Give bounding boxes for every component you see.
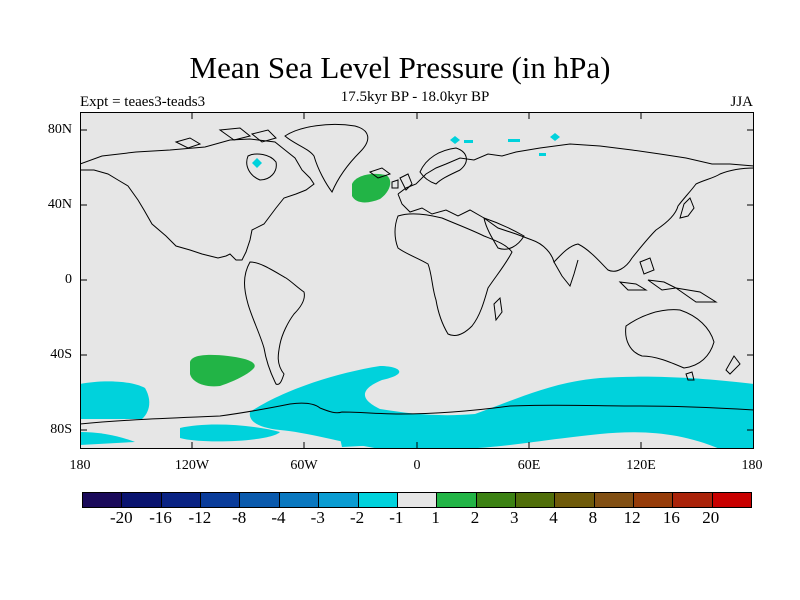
lon-label-120e: 120E (626, 458, 656, 473)
season-label: JJA (730, 94, 753, 110)
map-panel (80, 112, 754, 449)
colorbar-label: 12 (623, 508, 641, 527)
lon-label-180e: 180 (741, 458, 763, 473)
colorbar-label: 20 (702, 508, 720, 527)
chart-subtitle: 17.5kyr BP - 18.0kyr BP (340, 89, 490, 105)
colorbar-cell (397, 493, 438, 507)
colorbar-cell (673, 493, 713, 507)
lat-label-0: 0 (65, 272, 72, 287)
colorbar-label: -16 (149, 508, 172, 527)
colorbar-label: 4 (549, 508, 558, 527)
colorbar-cell (594, 493, 635, 507)
colorbar-cell (201, 493, 241, 507)
colorbar-cell (437, 493, 477, 507)
colorbar-cell (515, 493, 556, 507)
colorbar-cell (712, 493, 752, 507)
colorbar-cell (358, 493, 398, 507)
lat-label-40s: 40S (50, 347, 72, 362)
axis-ticks (80, 112, 754, 449)
colorbar-cell (161, 493, 202, 507)
colorbar-cell (279, 493, 320, 507)
colorbar-label: -4 (271, 508, 286, 527)
lon-label-60e: 60E (517, 458, 541, 473)
colorbar-label: -20 (109, 508, 133, 527)
coastlines (80, 123, 754, 425)
lon-label-180w: 180 (69, 458, 91, 473)
chart-title: Mean Sea Level Pressure (in hPa) (189, 50, 611, 85)
colorbar-label: -3 (310, 508, 325, 527)
colorbar-label: -8 (232, 508, 247, 527)
colorbar-cell (122, 493, 162, 507)
colorbar-cell (83, 493, 123, 507)
colorbar-cell (476, 493, 516, 507)
positive-anomaly-regions (190, 173, 391, 387)
lon-label-0: 0 (413, 458, 421, 473)
lon-label-60w: 60W (290, 458, 318, 473)
colorbar-cell (240, 493, 280, 507)
lat-label-40n: 40N (47, 197, 72, 212)
colorbar-label: 8 (588, 508, 598, 527)
colorbar-label: 2 (470, 508, 480, 527)
colorbar-cell (634, 493, 674, 507)
colorbar-label: 3 (509, 508, 519, 527)
colorbar-cell (555, 493, 595, 507)
colorbar-label: -12 (188, 508, 212, 527)
experiment-label: Expt = teaes3-teads3 (80, 94, 206, 110)
lat-label-80n: 80N (47, 122, 72, 137)
colorbar-label: 16 (662, 508, 680, 527)
colorbar (82, 492, 752, 508)
lon-label-120w: 120W (174, 458, 210, 473)
map-svg (80, 112, 754, 449)
colorbar-cell (319, 493, 359, 507)
colorbar-label: -1 (389, 508, 404, 527)
colorbar-label: -2 (349, 508, 365, 527)
colorbar-label: 1 (431, 508, 440, 527)
lat-label-80s: 80S (50, 422, 72, 437)
